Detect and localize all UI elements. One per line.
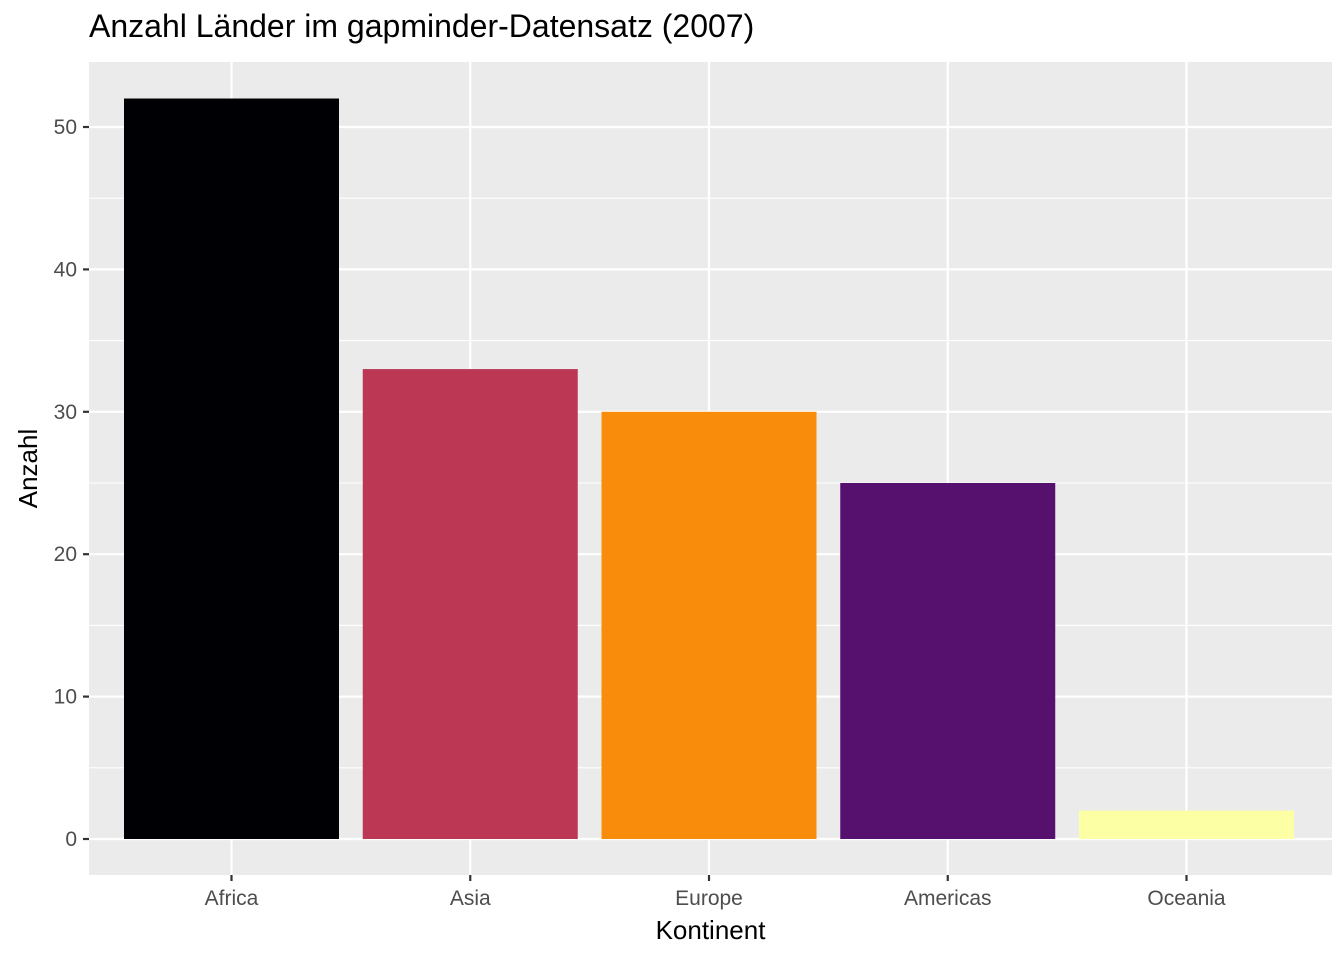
x-tick-label: Europe bbox=[675, 887, 743, 910]
y-tick-label: 30 bbox=[54, 401, 77, 424]
x-tick-label: Africa bbox=[205, 887, 259, 910]
y-axis-title: Anzahl bbox=[13, 429, 43, 509]
bar-oceania bbox=[1079, 810, 1294, 839]
bar-americas bbox=[840, 483, 1056, 839]
y-tick-label: 50 bbox=[54, 116, 77, 139]
x-tick-label: Asia bbox=[450, 887, 491, 910]
chart-title: Anzahl Länder im gapminder-Datensatz (20… bbox=[89, 8, 755, 44]
y-tick-label: 10 bbox=[54, 686, 77, 709]
x-tick-label: Oceania bbox=[1147, 887, 1226, 910]
bar-africa bbox=[124, 98, 339, 839]
y-tick-label: 40 bbox=[54, 258, 77, 281]
y-tick-label: 0 bbox=[65, 828, 77, 851]
y-tick-label: 20 bbox=[54, 543, 77, 566]
x-tick-label: Americas bbox=[904, 887, 992, 910]
x-axis-title: Kontinent bbox=[656, 915, 767, 945]
bar-europe bbox=[601, 411, 817, 839]
bar-asia bbox=[362, 369, 578, 839]
